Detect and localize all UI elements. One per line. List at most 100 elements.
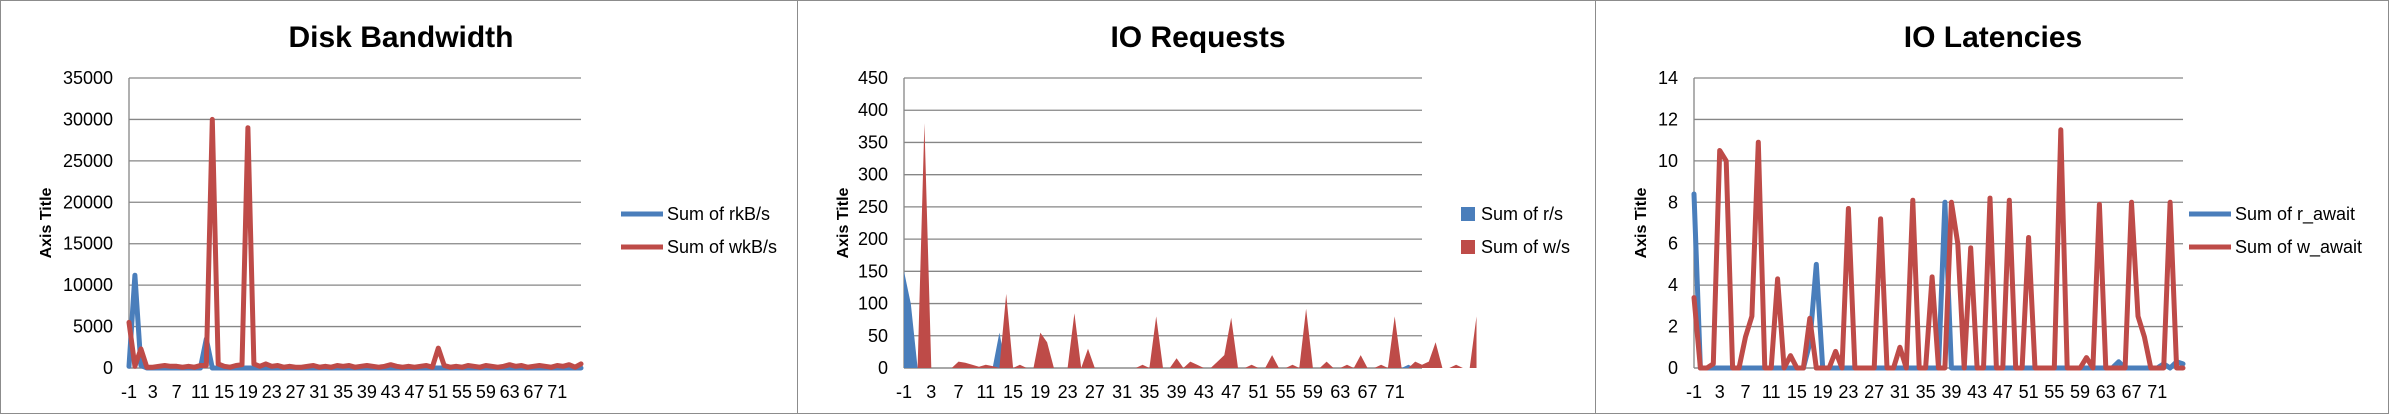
x-tick-label: 7 [172, 382, 182, 402]
x-tick-label: 35 [333, 382, 353, 402]
x-tick-label: 19 [238, 382, 258, 402]
y-tick-label: 0 [878, 358, 888, 378]
x-tick-label: 11 [1762, 382, 1781, 402]
legend-swatch [1461, 207, 1475, 221]
series-line-sum-of-w-await [1691, 127, 2186, 371]
x-tick-label: 39 [1941, 382, 1961, 402]
y-tick-label: 12 [1658, 109, 1678, 129]
y-tick-label: 10 [1658, 151, 1678, 171]
x-tick-label: -1 [1686, 382, 1702, 402]
y-axis-title: Axis Title [1633, 187, 1650, 258]
x-tick-label: 47 [1221, 382, 1241, 402]
x-tick-label: 47 [1993, 382, 2013, 402]
x-tick-label: 15 [1787, 382, 1807, 402]
x-tick-label: 43 [1194, 382, 1214, 402]
x-tick-label: 63 [2096, 382, 2116, 402]
x-tick-label: 67 [2122, 382, 2142, 402]
y-axis-title: Axis Title [38, 187, 55, 258]
x-tick-label: 39 [1167, 382, 1187, 402]
y-tick-label: 50 [868, 326, 888, 346]
x-tick-label: 55 [2044, 382, 2064, 402]
x-tick-label: 3 [148, 382, 158, 402]
x-tick-label: 19 [1813, 382, 1833, 402]
y-tick-label: 0 [103, 358, 113, 378]
legend-label: Sum of rkB/s [667, 204, 770, 224]
y-tick-label: 25000 [63, 151, 113, 171]
x-tick-label: 63 [500, 382, 520, 402]
x-tick-label: 67 [523, 382, 543, 402]
legend-label: Sum of w/s [1481, 237, 1570, 257]
chart-title: Disk Bandwidth [288, 21, 513, 54]
x-tick-label: 7 [1740, 382, 1750, 402]
x-tick-label: -1 [896, 382, 912, 402]
y-tick-label: 30000 [63, 109, 113, 129]
y-tick-label: 35000 [63, 68, 113, 88]
x-tick-label: 51 [2019, 382, 2039, 402]
chart-title: IO Latencies [1904, 21, 2082, 54]
x-tick-label: 3 [1715, 382, 1725, 402]
x-tick-label: 71 [2147, 382, 2167, 402]
x-tick-label: 59 [476, 382, 496, 402]
y-tick-label: 350 [858, 132, 888, 152]
y-tick-label: 0 [1668, 358, 1678, 378]
y-tick-label: 2 [1668, 317, 1678, 337]
y-tick-label: 250 [858, 197, 888, 217]
chart-title: IO Requests [1110, 21, 1285, 54]
y-tick-label: 20000 [63, 192, 113, 212]
chart-svg-io-requests: IO Requests 0 50 100 150 200 250 300 350 400 450 -1… [835, 21, 1570, 402]
x-tick-label: 51 [428, 382, 448, 402]
x-tick-label: 55 [1276, 382, 1296, 402]
x-tick-label: 11 [976, 382, 995, 402]
chart-panel-io-requests: IO Requests 0 50 100 150 200 250 300 350 400 450 -1… [797, 0, 1596, 414]
x-tick-label: 3 [926, 382, 936, 402]
y-tick-label: 450 [858, 68, 888, 88]
x-tick-label: 27 [1085, 382, 1105, 402]
legend-label: Sum of wkB/s [667, 237, 777, 257]
x-tick-label: 55 [452, 382, 472, 402]
y-axis-title: Axis Title [835, 187, 852, 258]
chart-panel-io-latencies: IO Latencies 0 2 4 6 8 10 12 14 -1 3 7 11 15 19 23 27 31 3… [1595, 0, 2389, 414]
x-tick-label: 35 [1139, 382, 1159, 402]
x-tick-label: 31 [1112, 382, 1132, 402]
x-tick-label: 63 [1330, 382, 1350, 402]
x-tick-label: 23 [1838, 382, 1858, 402]
series-area-sum-of-w-s [904, 123, 1477, 368]
legend-swatch [1461, 240, 1475, 254]
y-tick-label: 5000 [73, 317, 113, 337]
chart-panel-disk-bandwidth: Disk Bandwidth 0 5000 10000 15000 20000 25000 3… [0, 0, 798, 414]
chart-svg-disk-bandwidth: Disk Bandwidth 0 5000 10000 15000 20000 25000 3… [38, 21, 777, 402]
y-tick-label: 300 [858, 165, 888, 185]
x-tick-label: 27 [286, 382, 306, 402]
y-tick-label: 8 [1668, 192, 1678, 212]
series-area-sum-of-r-s [904, 271, 1422, 368]
x-tick-label: 11 [191, 382, 210, 402]
y-tick-label: 6 [1668, 234, 1678, 254]
y-tick-label: 14 [1658, 68, 1678, 88]
x-tick-label: 71 [1385, 382, 1405, 402]
x-tick-label: 47 [404, 382, 424, 402]
x-tick-label: -1 [121, 382, 137, 402]
x-tick-label: 51 [1248, 382, 1268, 402]
series-line-sum-of-wkb-s [126, 116, 584, 370]
chart-svg-io-latencies: IO Latencies 0 2 4 6 8 10 12 14 -1 3 7 11 15 19 23 27 31 3… [1633, 21, 2362, 402]
x-tick-label: 59 [2070, 382, 2090, 402]
y-tick-label: 200 [858, 229, 888, 249]
x-tick-label: 35 [1916, 382, 1936, 402]
x-tick-label: 71 [547, 382, 567, 402]
x-tick-label: 15 [214, 382, 234, 402]
legend-label: Sum of r/s [1481, 204, 1563, 224]
x-tick-label: 23 [1058, 382, 1078, 402]
x-tick-label: 59 [1303, 382, 1323, 402]
x-tick-label: 27 [1864, 382, 1884, 402]
legend-label: Sum of w_await [2235, 237, 2362, 258]
x-tick-label: 15 [1003, 382, 1023, 402]
x-tick-label: 7 [954, 382, 964, 402]
y-tick-label: 150 [858, 261, 888, 281]
x-tick-label: 39 [357, 382, 377, 402]
x-tick-label: 31 [1890, 382, 1910, 402]
series-line-sum-of-rkb-s [126, 272, 584, 371]
x-tick-label: 43 [381, 382, 401, 402]
y-tick-label: 400 [858, 100, 888, 120]
y-tick-label: 100 [858, 294, 888, 314]
y-tick-label: 10000 [63, 275, 113, 295]
